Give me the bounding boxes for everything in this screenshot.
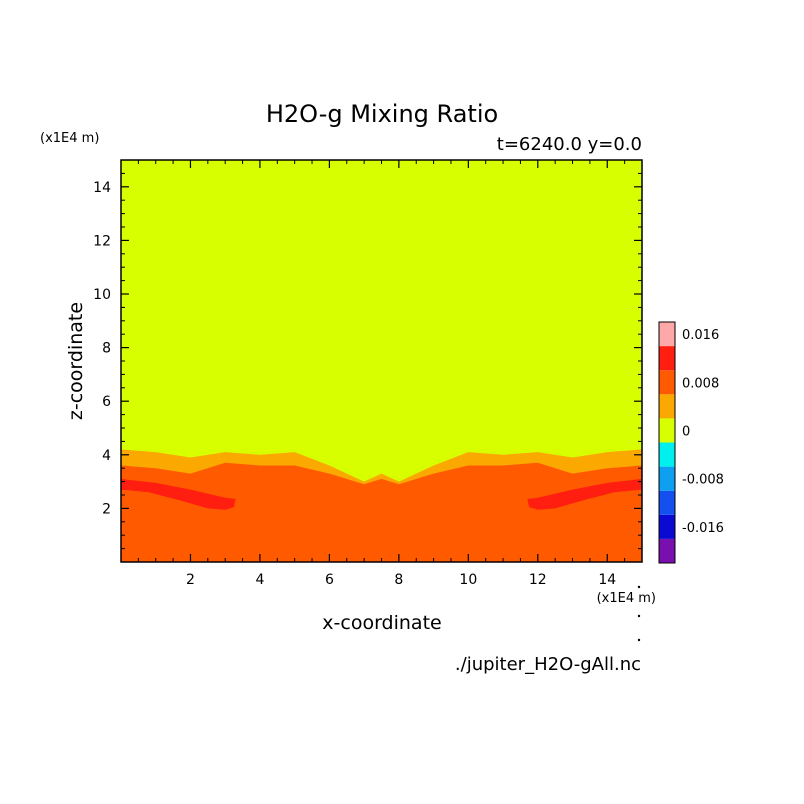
x-tick-label: 12 <box>529 572 547 588</box>
colorbar-swatch <box>659 442 675 467</box>
colorbar-swatch <box>659 514 675 539</box>
colorbar-swatch <box>659 418 675 443</box>
colorbar-swatch <box>659 394 675 419</box>
x-tick-label: 6 <box>325 572 334 588</box>
plot-area <box>120 159 643 563</box>
x-tick-label: 10 <box>459 572 477 588</box>
x-tick-label: 4 <box>255 572 264 588</box>
colorbar-frame <box>658 321 676 564</box>
y-tick-label: 8 <box>102 341 111 357</box>
x-tick-label: 14 <box>598 572 616 588</box>
y-axis-label: z-coordinate <box>65 302 87 420</box>
colorbar-tick-label: -0.016 <box>682 521 724 536</box>
band-0.008-0.012 <box>121 462 642 562</box>
y-tick-label: 6 <box>102 394 111 410</box>
chart-subtitle: t=6240.0 y=0.0 <box>497 134 642 155</box>
colorbar-swatch <box>659 322 675 347</box>
chart-title: H2O-g Mixing Ratio <box>266 100 498 128</box>
colorbar-swatch <box>659 346 675 371</box>
colorbar-tick-label: -0.008 <box>682 473 724 488</box>
colorbar: 0.016 0.008 0 -0.008 -0.016 <box>658 321 724 564</box>
band-0.012-0.016-left <box>121 478 236 510</box>
colorbar-tick-label: 0.016 <box>682 328 719 343</box>
colorbar-swatch <box>659 538 675 563</box>
colorbar-tick-label: 0 <box>682 424 690 439</box>
source-file: ./jupiter_H2O-gAll.nc <box>455 654 641 675</box>
y-tick-label: 14 <box>93 180 111 196</box>
marker-dot <box>637 614 641 618</box>
y-tick-label: 2 <box>102 501 111 517</box>
x-tick-label: 8 <box>394 572 403 588</box>
y-unit-label: (x1E4 m) <box>40 131 99 146</box>
x-tick-label: 2 <box>186 572 195 588</box>
y-tick-label: 12 <box>93 233 111 249</box>
marker-dot <box>637 585 641 589</box>
colorbar-swatch <box>659 370 675 395</box>
x-axis-label: x-coordinate <box>322 612 441 634</box>
band-0.012-0.016-right <box>527 478 642 510</box>
colorbar-swatch <box>659 466 675 491</box>
y-tick-label: 10 <box>93 287 111 303</box>
colorbar-swatch <box>659 490 675 515</box>
marker-dot <box>637 638 641 642</box>
y-tick-label: 4 <box>102 448 111 464</box>
colorbar-tick-label: 0.008 <box>682 376 719 391</box>
x-unit-label: (x1E4 m) <box>597 591 656 606</box>
y-axis: 2 4 6 8 10 12 14 <box>93 172 642 550</box>
x-axis: 2 4 6 8 10 12 14 <box>137 160 626 588</box>
